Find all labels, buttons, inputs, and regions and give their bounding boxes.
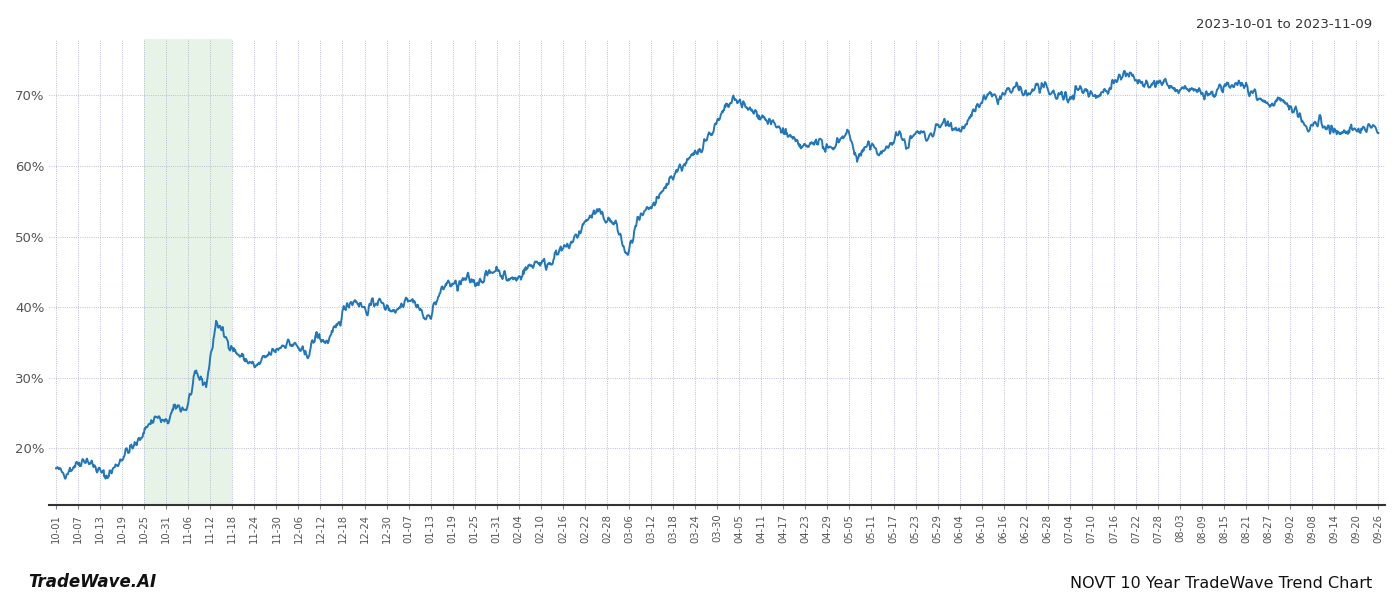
- Text: TradeWave.AI: TradeWave.AI: [28, 573, 157, 591]
- Bar: [144, 39, 232, 505]
- Text: 2023-10-01 to 2023-11-09: 2023-10-01 to 2023-11-09: [1196, 18, 1372, 31]
- Text: NOVT 10 Year TradeWave Trend Chart: NOVT 10 Year TradeWave Trend Chart: [1070, 576, 1372, 591]
